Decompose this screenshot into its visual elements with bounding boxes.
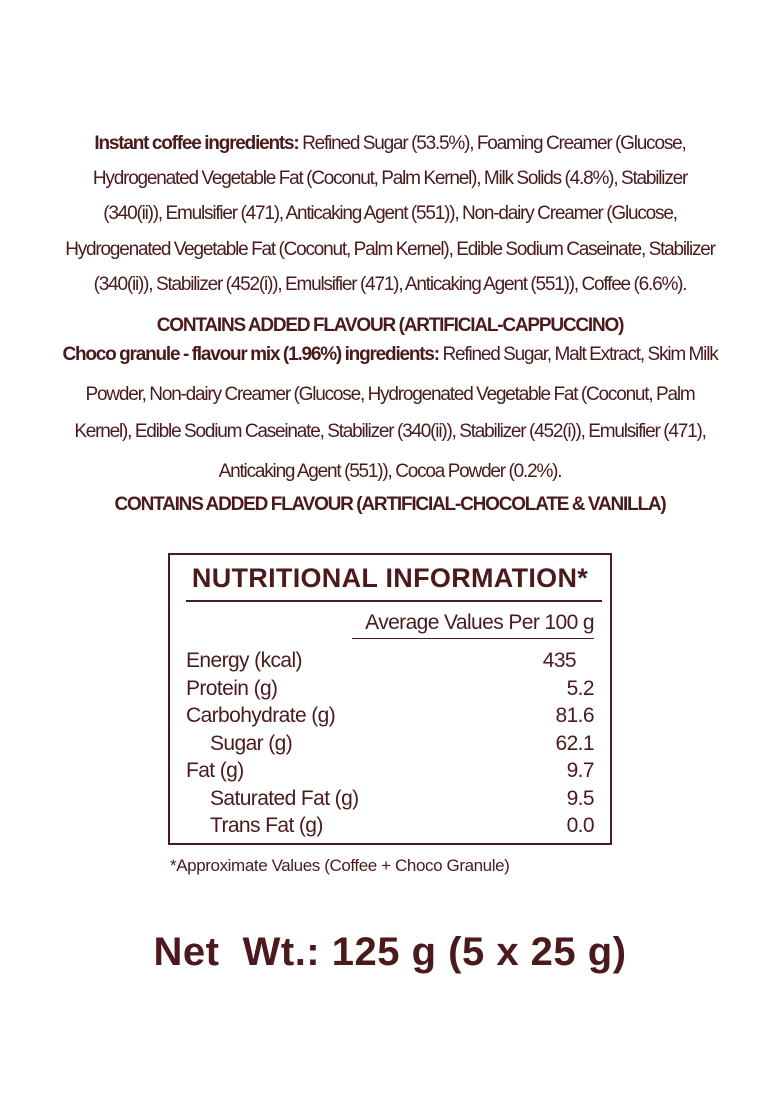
row-label: Fat (g) [186, 759, 244, 782]
nutrition-row: Saturated Fat (g) 9.5 [186, 785, 595, 813]
flavour-statement: CONTAINS ADDED FLAVOUR (ARTIFICIAL-CHOCO… [0, 490, 780, 520]
nutrition-subheader: Average Values Per 100 g [365, 611, 594, 634]
row-label: Trans Fat (g) [210, 814, 323, 837]
row-label: Saturated Fat (g) [210, 786, 359, 810]
ingredients-line: Anticaking Agent (551)), Cocoa Powder (0… [0, 457, 780, 487]
ingredients-text: Refined Sugar (53.5%), Foaming Creamer (… [298, 133, 687, 154]
row-label: Protein (g) [186, 676, 278, 700]
row-value: 0.0 [566, 814, 595, 837]
ingredients-text: (340(ii)), Emulsifier (471), Anticaking … [103, 203, 678, 224]
nutrition-row: Energy (kcal) 435 [186, 647, 594, 675]
row-value: 62.1 [555, 731, 595, 755]
title-divider [186, 600, 602, 602]
nutrition-row: Protein (g) 5.2 [186, 675, 595, 703]
ingredients-line: Instant coffee ingredients: Refined Suga… [0, 129, 780, 159]
row-value: 81.6 [555, 704, 595, 727]
nutrition-row: Sugar (g) 62.1 [186, 730, 595, 758]
nutrition-footnote: *Approximate Values (Coffee + Choco Gran… [170, 856, 510, 875]
ingredients-line: (340(ii)), Stabilizer (452(i)), Emulsifi… [0, 270, 780, 300]
ingredients-text: (340(ii)), Stabilizer (452(i)), Emulsifi… [93, 274, 688, 295]
ingredients-text: Hydrogenated Vegetable Fat (Coconut, Pal… [65, 239, 716, 260]
flavour-statement: CONTAINS ADDED FLAVOUR (ARTIFICIAL-CAPPU… [0, 311, 780, 341]
ingredients-line: Hydrogenated Vegetable Fat (Coconut, Pal… [0, 164, 780, 194]
row-label: Sugar (g) [210, 731, 293, 755]
nutrition-row: Fat (g) 9.7 [186, 757, 595, 785]
ingredients-line: (340(ii)), Emulsifier (471), Anticaking … [0, 199, 780, 229]
ingredients-text: Powder, Non-dairy Creamer (Glucose, Hydr… [85, 384, 695, 405]
net-weight: Net Wt.: 125 g (5 x 25 g) [153, 930, 627, 974]
ingredients-line: Hydrogenated Vegetable Fat (Coconut, Pal… [0, 235, 780, 265]
flavour-statement-text: CONTAINS ADDED FLAVOUR (ARTIFICIAL-CAPPU… [156, 315, 625, 336]
ingredients-text: Anticaking Agent (551)), Cocoa Powder (0… [218, 461, 563, 482]
row-value: 5.2 [566, 676, 595, 700]
ingredients-text: Kernel), Edible Sodium Caseinate, Stabil… [74, 421, 707, 442]
row-value: 9.7 [566, 759, 595, 782]
nutrition-row: Trans Fat (g) 0.0 [186, 812, 595, 840]
flavour-statement-text: CONTAINS ADDED FLAVOUR (ARTIFICIAL-CHOCO… [114, 494, 666, 515]
ingredients-line: Choco granule - flavour mix (1.96%) ingr… [0, 340, 780, 370]
row-value: 435 [542, 649, 577, 672]
nutrition-rows: Energy (kcal) 435 Protein (g) 5.2 Carbohyd… [186, 647, 595, 840]
nutrition-title: NUTRITIONAL INFORMATION* [191, 563, 589, 593]
row-value: 9.5 [566, 786, 595, 810]
ingredients-line: Kernel), Edible Sodium Caseinate, Stabil… [0, 417, 780, 447]
ingredients-text: Hydrogenated Vegetable Fat (Coconut, Pal… [92, 168, 688, 189]
ingredients-line: Powder, Non-dairy Creamer (Glucose, Hydr… [0, 380, 780, 410]
subheader-divider [352, 638, 594, 639]
nutrition-row: Carbohydrate (g) 81.6 [186, 702, 595, 730]
nutrition-table: NUTRITIONAL INFORMATION* Average Values … [168, 553, 612, 845]
row-label: Carbohydrate (g) [186, 704, 336, 727]
row-label: Energy (kcal) [186, 649, 303, 672]
ingredients-heading: Choco granule - flavour mix (1.96%) ingr… [62, 344, 440, 365]
ingredients-text: Refined Sugar, Malt Extract, Skim Milk [438, 344, 719, 365]
ingredients-heading: Instant coffee ingredients: [94, 133, 299, 154]
